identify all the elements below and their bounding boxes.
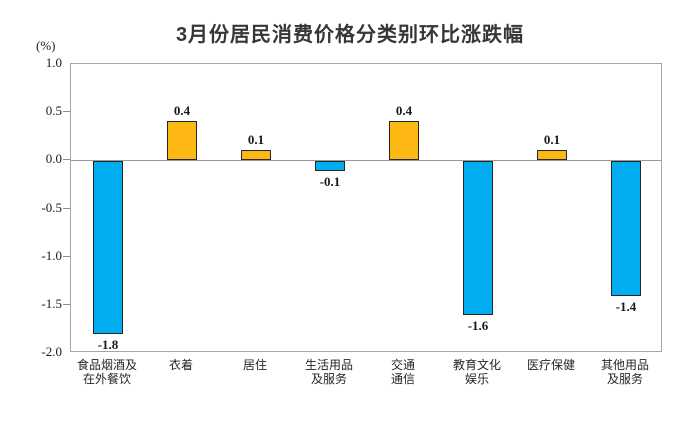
bar-value-label: 0.1 xyxy=(247,132,265,147)
y-axis-tick-label: 0.0 xyxy=(45,151,62,166)
y-axis-unit-label: (%) xyxy=(36,38,56,53)
chart-title: 3月份居民消费价格分类别环比涨跌幅 xyxy=(175,24,525,46)
y-axis-tick-mark xyxy=(63,159,70,160)
y-axis-tick-label: -1.5 xyxy=(41,296,62,311)
y-axis-tick-label: -0.5 xyxy=(41,200,62,215)
bar-value-label: -1.6 xyxy=(467,318,489,333)
x-axis-category-label: 医疗保健 xyxy=(526,358,575,372)
bar-0 xyxy=(93,161,123,334)
x-axis-category-label: 衣着 xyxy=(168,358,193,372)
x-axis-category-label: 教育文化 娱乐 xyxy=(452,358,501,386)
x-axis-category-label: 生活用品 及服务 xyxy=(304,358,353,386)
x-axis-category-label: 交通 通信 xyxy=(390,358,415,386)
bar-value-label: 0.4 xyxy=(173,103,191,118)
y-axis-tick-label: 1.0 xyxy=(45,55,62,70)
bar-7 xyxy=(611,161,641,296)
bar-value-label: -1.4 xyxy=(615,299,637,314)
bar-value-label: -1.8 xyxy=(97,337,119,352)
x-axis-category-label: 居住 xyxy=(242,358,267,372)
bar-value-label: 0.4 xyxy=(395,103,413,118)
x-axis-category-label: 食品烟酒及 在外餐饮 xyxy=(76,358,137,386)
bar-3 xyxy=(315,161,345,171)
y-axis-tick-mark xyxy=(63,304,70,305)
y-axis-tick-label: 0.5 xyxy=(45,103,62,118)
y-axis-tick-mark xyxy=(63,111,70,112)
bar-1 xyxy=(167,121,197,160)
y-axis-tick-label: -2.0 xyxy=(41,344,62,359)
bar-6 xyxy=(537,150,567,160)
y-axis-tick-label: -1.0 xyxy=(41,248,62,263)
bar-value-label: -0.1 xyxy=(319,174,341,189)
bar-value-label: 0.1 xyxy=(543,132,561,147)
plot-area: -1.8 0.4 0.1 -0.1 0.4 -1.6 0.1 -1.4 xyxy=(70,63,662,352)
x-axis-category-label: 其他用品 及服务 xyxy=(600,358,649,386)
y-axis-tick-mark xyxy=(63,208,70,209)
y-axis-tick-mark xyxy=(63,256,70,257)
zero-line xyxy=(71,160,661,161)
bar-4 xyxy=(389,121,419,160)
bar-2 xyxy=(241,150,271,160)
bar-5 xyxy=(463,161,493,315)
